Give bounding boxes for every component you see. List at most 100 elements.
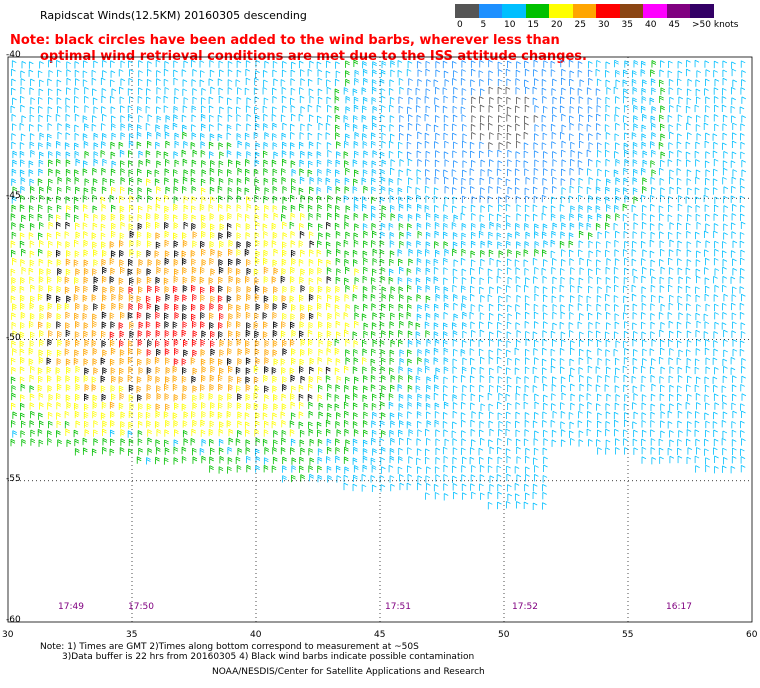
wind-barb <box>361 87 367 95</box>
wind-barb <box>236 106 241 114</box>
wind-barb <box>227 393 232 401</box>
wind-barb <box>505 203 511 212</box>
wind-barb <box>488 149 493 158</box>
wind-barb <box>10 105 16 114</box>
wind-barb <box>136 231 142 239</box>
wind-barb <box>506 473 512 482</box>
wind-barb <box>632 312 638 320</box>
wind-barb <box>38 276 44 284</box>
wind-barb <box>327 357 332 365</box>
wind-barb <box>145 105 151 114</box>
wind-barb <box>100 232 106 240</box>
wind-barb <box>443 257 448 266</box>
wind-barb <box>254 159 260 167</box>
wind-barb <box>559 321 565 330</box>
wind-barb <box>678 349 684 357</box>
wind-barb <box>408 78 413 86</box>
wind-barb <box>633 447 639 455</box>
wind-barb <box>371 205 376 213</box>
wind-barb <box>226 124 232 132</box>
wind-barb <box>128 60 133 68</box>
wind-barb <box>677 195 683 203</box>
wind-barb <box>614 313 620 321</box>
wind-barb <box>659 276 665 285</box>
wind-barb <box>92 320 97 329</box>
wind-barb <box>20 383 26 392</box>
wind-barb <box>75 158 81 167</box>
wind-barb <box>56 321 61 329</box>
wind-barb <box>434 230 440 239</box>
wind-barb <box>39 186 44 195</box>
wind-barb <box>578 294 584 303</box>
wind-barb <box>552 276 558 284</box>
wind-barb <box>624 394 629 402</box>
wind-barb <box>524 79 529 87</box>
wind-barb <box>273 403 278 411</box>
wind-barb <box>145 158 151 167</box>
wind-barb <box>722 176 727 185</box>
wind-barb <box>326 286 331 294</box>
wind-barb <box>210 268 215 276</box>
wind-barb <box>381 205 387 213</box>
wind-barb <box>722 132 728 141</box>
wind-barb <box>201 248 206 257</box>
wind-barb <box>596 60 601 68</box>
wind-barb <box>255 186 260 194</box>
wind-barb <box>398 375 404 383</box>
wind-barb <box>723 186 729 194</box>
wind-barb <box>236 204 242 212</box>
wind-barb <box>632 303 638 311</box>
wind-barb <box>28 347 34 356</box>
wind-barb <box>84 105 90 113</box>
wind-barb <box>146 88 151 96</box>
wind-barb <box>38 392 44 401</box>
wind-barb <box>479 456 484 465</box>
wind-barb <box>506 78 512 86</box>
wind-barb <box>552 78 557 86</box>
wind-barb <box>686 259 692 267</box>
wind-barb <box>344 140 349 149</box>
wind-barb <box>730 195 736 203</box>
wind-barb <box>740 322 746 330</box>
wind-barb <box>147 69 152 77</box>
wind-barb <box>407 214 413 222</box>
wind-barb <box>291 457 297 465</box>
wind-barb <box>560 311 566 320</box>
wind-barb <box>200 321 205 329</box>
wind-barb <box>362 357 367 365</box>
wind-barb <box>488 231 493 240</box>
wind-barb <box>191 124 196 132</box>
wind-barb <box>147 374 153 383</box>
wind-barb <box>516 250 521 258</box>
wind-barb <box>336 241 341 249</box>
wind-barb <box>443 493 449 501</box>
wind-barb <box>56 151 61 159</box>
wind-barb <box>183 221 189 230</box>
wind-barb <box>362 250 368 258</box>
wind-barb <box>317 267 322 275</box>
wind-barb <box>406 195 412 203</box>
wind-barb <box>579 348 584 357</box>
wind-barb <box>524 384 530 393</box>
wind-barb <box>236 304 241 312</box>
wind-barb <box>542 502 547 510</box>
wind-barb <box>191 114 197 122</box>
wind-barb <box>353 141 359 149</box>
wind-barb <box>57 69 62 77</box>
wind-barb <box>65 114 71 122</box>
wind-barb <box>343 401 349 410</box>
wind-barb <box>552 159 558 167</box>
wind-barb <box>308 348 313 356</box>
wind-barb <box>487 268 493 276</box>
wind-barb <box>543 429 548 438</box>
wind-barb <box>615 438 620 446</box>
wind-barb <box>56 259 62 267</box>
wind-barb <box>128 286 134 294</box>
wind-barb <box>110 250 116 258</box>
wind-barb <box>363 402 369 411</box>
wind-barb <box>165 158 170 167</box>
wind-barb <box>28 61 34 69</box>
wind-barb <box>66 250 71 258</box>
wind-barb <box>227 79 233 87</box>
wind-barb <box>488 321 493 329</box>
